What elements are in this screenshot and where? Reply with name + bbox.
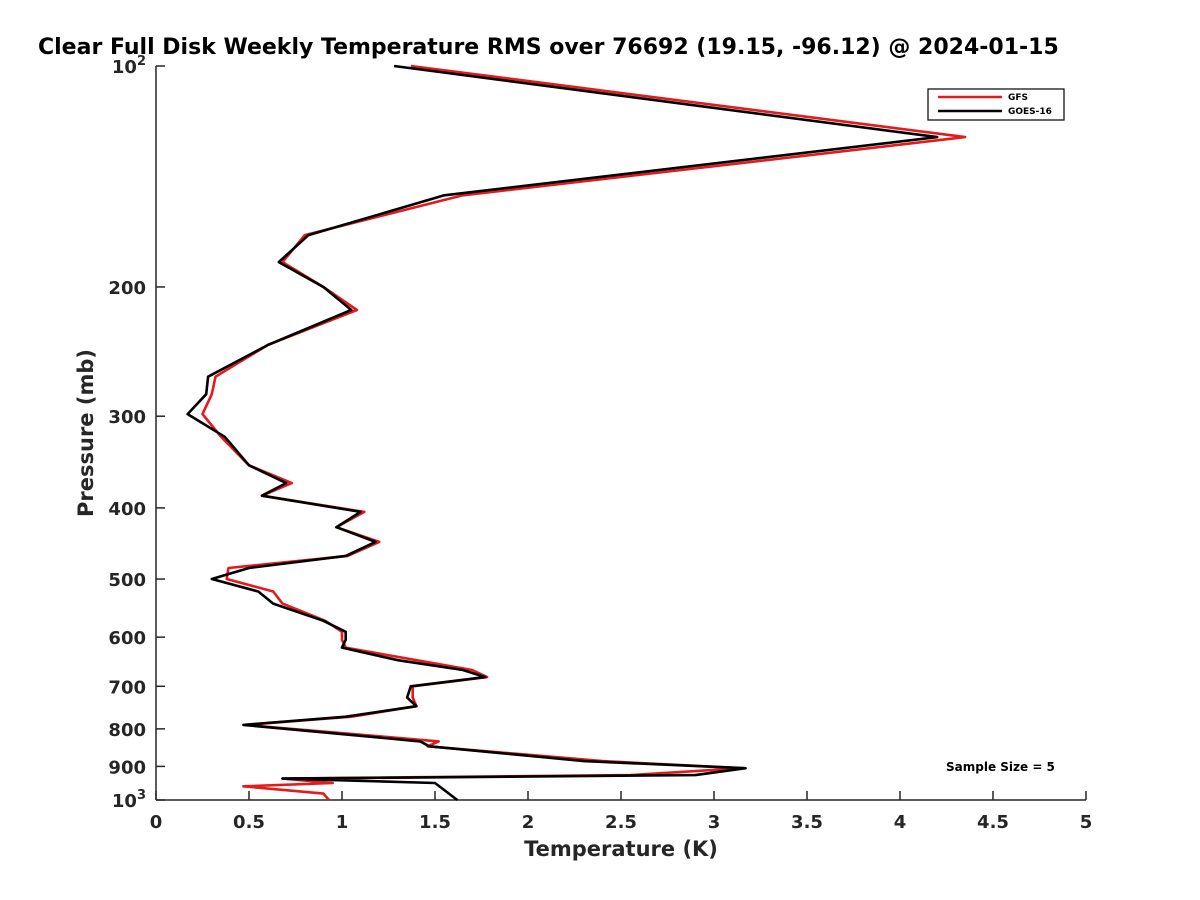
x-tick-label: 3.5 (791, 812, 823, 833)
x-tick-label: 1 (336, 812, 349, 833)
legend-label-gfs: GFS (1008, 93, 1028, 103)
legend-label-goes16: GOES-16 (1008, 107, 1052, 117)
y-tick-label: 200 (108, 278, 146, 299)
y-tick-label: 600 (108, 628, 146, 649)
y-tick-label: 103 (112, 788, 146, 812)
y-tick-label: 300 (108, 407, 146, 428)
chart-title: Clear Full Disk Weekly Temperature RMS o… (38, 35, 1059, 60)
x-tick-label: 0.5 (233, 812, 265, 833)
series-line-goes16 (186, 64, 939, 802)
series-lines (186, 64, 967, 802)
x-tick-label: 5 (1080, 812, 1093, 833)
y-tick-label: 800 (108, 720, 146, 741)
y-axis-ticks: 102 200 300 400 500 600 700 800 900 103 (108, 54, 165, 812)
x-tick-label: 4 (894, 812, 907, 833)
x-tick-label: 2 (522, 812, 535, 833)
y-tick-label: 700 (108, 677, 146, 698)
x-axis-ticks: 0 0.5 1 1.5 2 2.5 3 3.5 4 4.5 5 (150, 791, 1093, 833)
x-tick-label: 3 (708, 812, 721, 833)
y-tick-label: 102 (112, 54, 146, 78)
legend: GFS GOES-16 (927, 88, 1065, 121)
y-tick-label: 900 (108, 757, 146, 778)
x-tick-label: 4.5 (977, 812, 1009, 833)
x-tick-label: 2.5 (605, 812, 637, 833)
sample-size-annotation: Sample Size = 5 (946, 760, 1055, 774)
x-axis-label: Temperature (K) (524, 837, 718, 861)
x-tick-label: 1.5 (419, 812, 451, 833)
legend-box (927, 88, 1065, 121)
y-axis-label: Pressure (mb) (74, 349, 98, 517)
y-tick-label: 500 (108, 570, 146, 591)
y-tick-label: 400 (108, 499, 146, 520)
x-tick-label: 0 (150, 812, 163, 833)
